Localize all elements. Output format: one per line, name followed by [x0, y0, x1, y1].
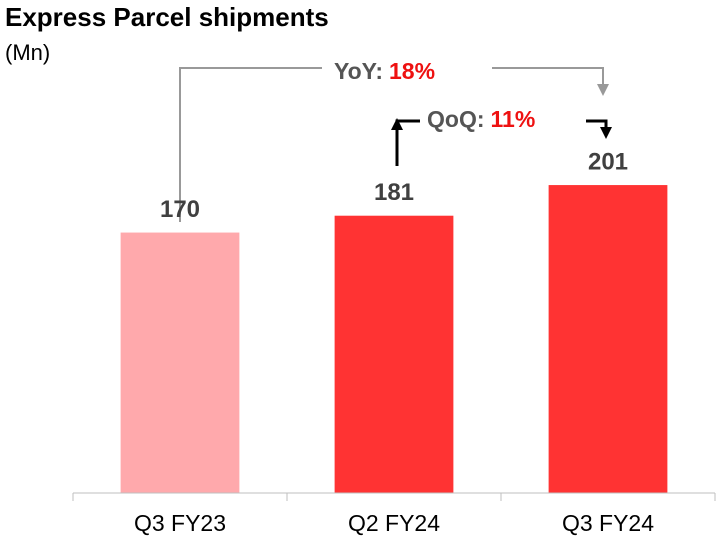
- unit-label: (Mn): [5, 40, 50, 65]
- connector-line: [179, 67, 322, 222]
- value-label: 201: [588, 148, 628, 175]
- arrow-head: [600, 127, 612, 139]
- x-tick-label: Q3 FY23: [134, 510, 226, 536]
- x-tick-label: Q3 FY24: [562, 510, 654, 536]
- x-tick-label: Q2 FY24: [348, 510, 440, 536]
- yoy-annotation: YoY: 18%: [334, 58, 435, 84]
- annotation-label: QoQ:: [427, 106, 485, 132]
- arrow-head: [597, 84, 609, 96]
- connector-line: [492, 67, 604, 86]
- qoq-connector: [391, 118, 612, 166]
- arrow-head: [391, 118, 403, 130]
- connector-line: [586, 119, 608, 128]
- annotation-change: 11%: [491, 106, 536, 132]
- annotation-label: YoY:: [334, 58, 383, 84]
- annotation-change: 18%: [389, 58, 435, 84]
- yoy-connector: [179, 67, 609, 222]
- qoq-annotation: QoQ: 11%: [427, 106, 535, 132]
- bar: [334, 215, 454, 493]
- value-label: 170: [160, 196, 200, 223]
- chart-title: Express Parcel shipments: [5, 2, 329, 32]
- bar: [120, 232, 240, 493]
- value-label: 181: [374, 179, 414, 206]
- bar: [548, 185, 668, 493]
